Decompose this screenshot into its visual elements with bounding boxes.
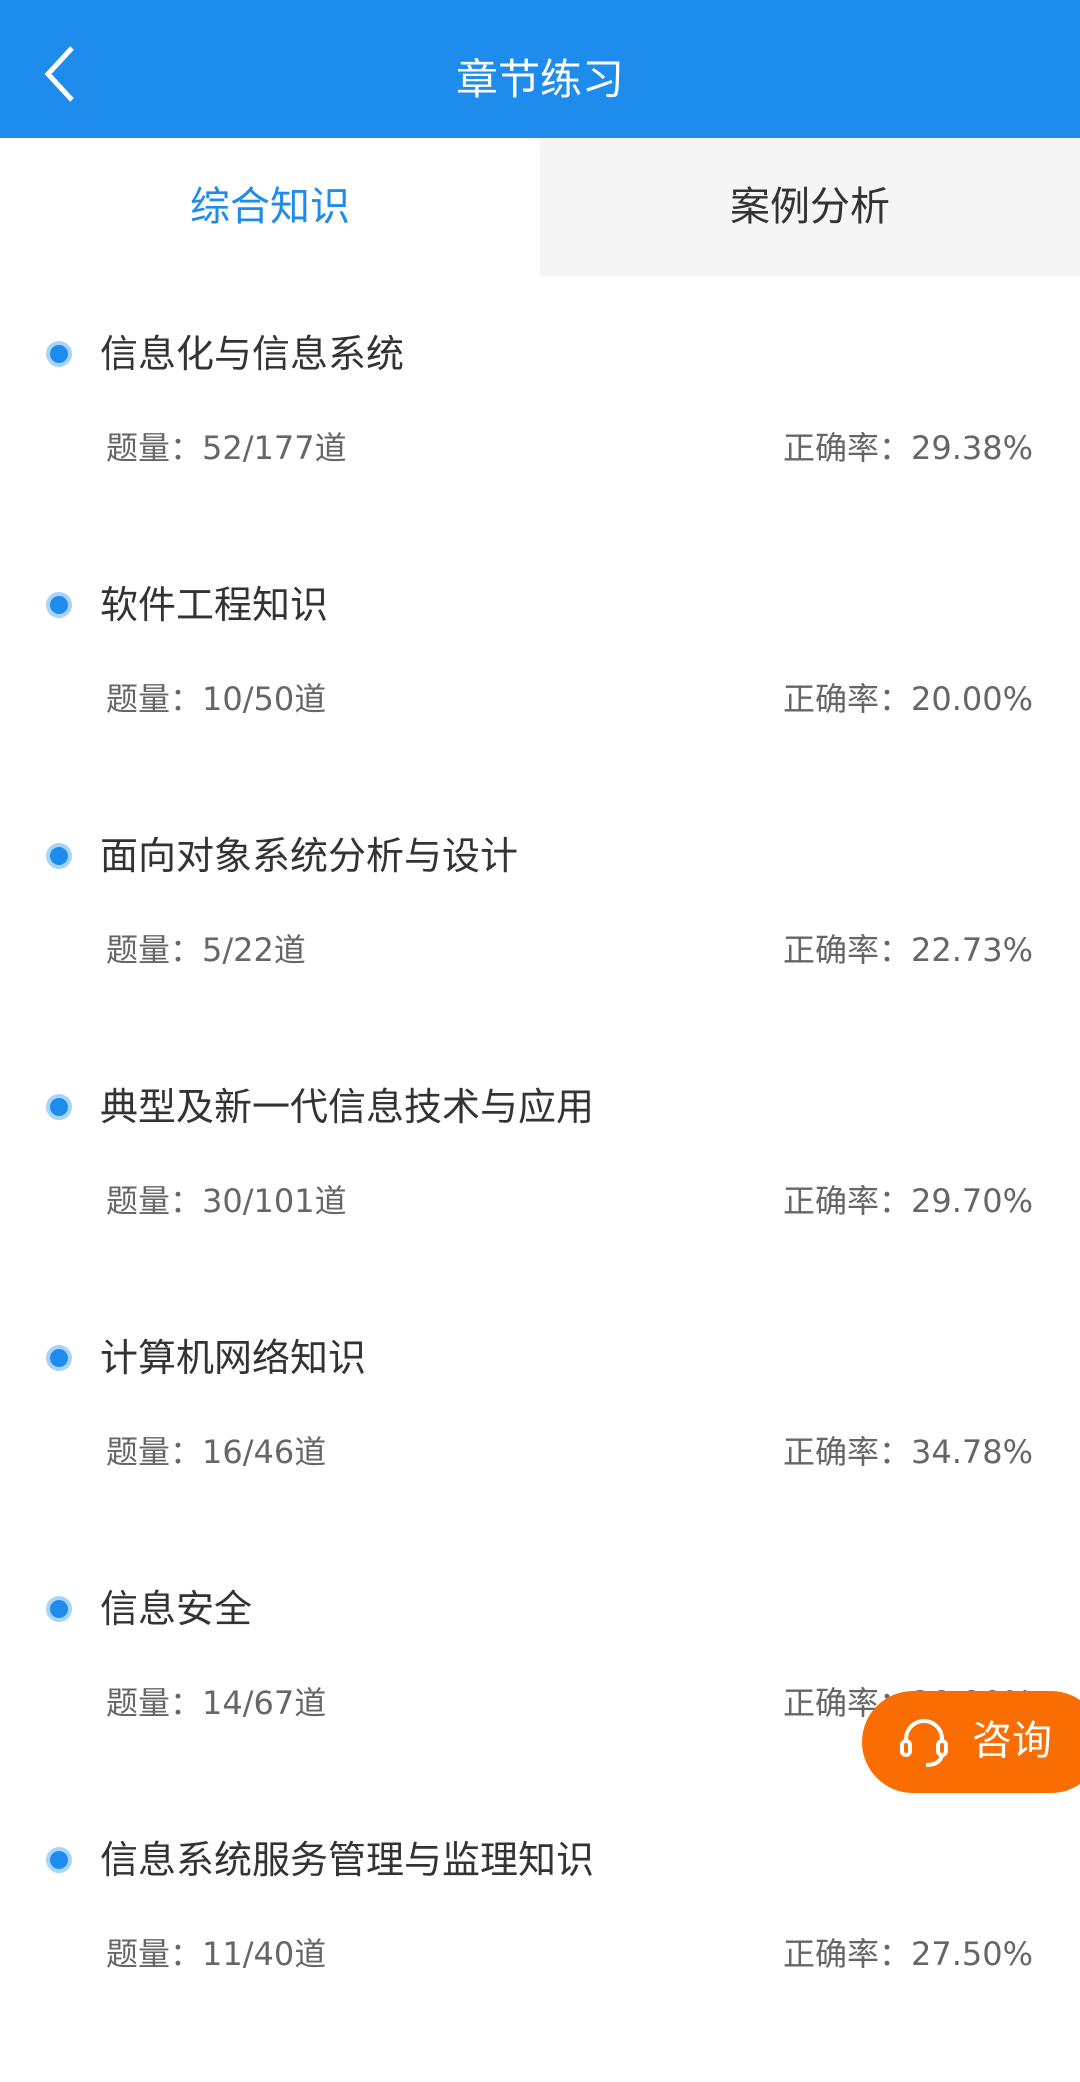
chapter-item[interactable]: 信息化与信息系统 题量：52/177道 正确率：29.38% [0,315,1080,566]
chapter-item[interactable]: 软件工程知识 题量：10/50道 正确率：20.00% [0,566,1080,817]
chapter-item[interactable]: 信息系统服务管理与监理知识 题量：11/40道 正确率：27.50% [0,1821,1080,2072]
question-count: 题量：10/50道 [106,680,327,718]
chapter-item[interactable]: 计算机网络知识 题量：16/46道 正确率：34.78% [0,1319,1080,1570]
chapter-title: 信息安全 [100,1587,253,1631]
bullet-icon [46,1596,72,1622]
bullet-icon [46,341,72,367]
chapter-item[interactable]: 面向对象系统分析与设计 题量：5/22道 正确率：22.73% [0,817,1080,1068]
app-header: 章节练习 [0,0,1080,138]
accuracy-rate: 正确率：29.38% [782,429,1033,467]
tab-bar: 综合知识 案例分析 [0,138,1080,276]
question-count: 题量：5/22道 [106,931,306,969]
consult-label: 咨询 [972,1718,1052,1764]
bullet-icon [46,1345,72,1371]
accuracy-rate: 正确率：22.73% [782,931,1033,969]
consult-button[interactable]: 咨询 [862,1691,1080,1793]
chapter-title: 信息化与信息系统 [100,332,405,376]
bullet-icon [46,592,72,618]
tab-general-knowledge[interactable]: 综合知识 [0,138,540,276]
chapter-title: 信息系统服务管理与监理知识 [100,1838,595,1882]
page-title: 章节练习 [455,55,624,104]
bullet-icon [46,843,72,869]
question-count: 题量：11/40道 [106,1935,327,1973]
accuracy-rate: 正确率：29.70% [782,1182,1033,1220]
accuracy-rate: 正确率：20.00% [782,680,1033,718]
question-count: 题量：16/46道 [106,1433,327,1471]
question-count: 题量：14/67道 [106,1684,327,1722]
bullet-icon [46,1094,72,1120]
bullet-icon [46,1847,72,1873]
question-count: 题量：52/177道 [106,429,347,467]
chevron-left-icon[interactable] [38,44,88,104]
chapter-item[interactable]: 典型及新一代信息技术与应用 题量：30/101道 正确率：29.70% [0,1068,1080,1319]
tab-case-analysis[interactable]: 案例分析 [540,138,1080,276]
accuracy-rate: 正确率：34.78% [782,1433,1033,1471]
chapter-title: 计算机网络知识 [100,1336,367,1380]
question-count: 题量：30/101道 [106,1182,347,1220]
chapter-title: 典型及新一代信息技术与应用 [100,1085,595,1129]
chapter-title: 面向对象系统分析与设计 [100,834,519,878]
headset-icon [900,1719,948,1767]
accuracy-rate: 正确率：27.50% [782,1935,1033,1973]
chapter-title: 软件工程知识 [100,583,329,627]
